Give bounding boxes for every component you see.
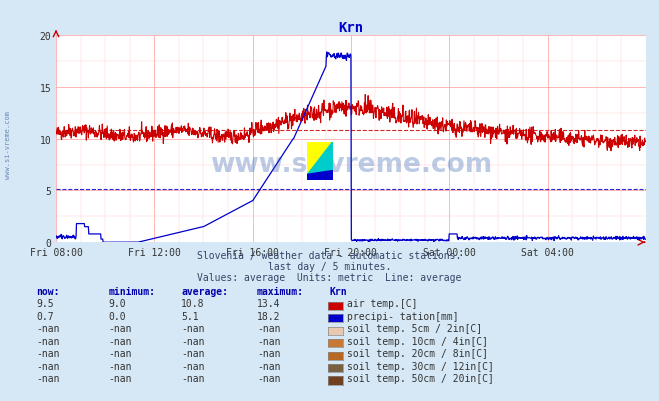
Text: -nan: -nan [257, 373, 281, 383]
Text: -nan: -nan [109, 336, 132, 346]
Text: -nan: -nan [109, 348, 132, 358]
Text: soil temp. 10cm / 4in[C]: soil temp. 10cm / 4in[C] [347, 336, 488, 346]
Text: 5.1: 5.1 [181, 311, 199, 321]
Text: precipi- tation[mm]: precipi- tation[mm] [347, 311, 458, 321]
Text: -nan: -nan [36, 324, 60, 334]
Text: soil temp. 5cm / 2in[C]: soil temp. 5cm / 2in[C] [347, 324, 482, 334]
Text: -nan: -nan [257, 336, 281, 346]
Polygon shape [308, 171, 333, 180]
Title: Krn: Krn [338, 21, 364, 35]
Text: Slovenia / weather data - automatic stations.: Slovenia / weather data - automatic stat… [197, 251, 462, 261]
Text: air temp.[C]: air temp.[C] [347, 299, 417, 309]
Text: 10.8: 10.8 [181, 299, 205, 309]
Text: -nan: -nan [181, 373, 205, 383]
Text: 0.7: 0.7 [36, 311, 54, 321]
Text: -nan: -nan [181, 348, 205, 358]
Text: Krn: Krn [330, 287, 347, 297]
Text: now:: now: [36, 287, 60, 297]
Text: www.si-vreme.com: www.si-vreme.com [210, 151, 492, 177]
Text: -nan: -nan [257, 348, 281, 358]
Text: -nan: -nan [109, 324, 132, 334]
Polygon shape [308, 143, 333, 175]
Text: -nan: -nan [257, 324, 281, 334]
Text: soil temp. 50cm / 20in[C]: soil temp. 50cm / 20in[C] [347, 373, 494, 383]
Text: -nan: -nan [36, 336, 60, 346]
Text: soil temp. 20cm / 8in[C]: soil temp. 20cm / 8in[C] [347, 348, 488, 358]
Text: 13.4: 13.4 [257, 299, 281, 309]
Text: -nan: -nan [36, 361, 60, 371]
Text: 9.5: 9.5 [36, 299, 54, 309]
Text: -nan: -nan [181, 361, 205, 371]
Text: -nan: -nan [109, 373, 132, 383]
Text: www.si-vreme.com: www.si-vreme.com [5, 110, 11, 178]
Text: -nan: -nan [36, 373, 60, 383]
Polygon shape [308, 143, 333, 175]
Text: -nan: -nan [181, 336, 205, 346]
Text: 18.2: 18.2 [257, 311, 281, 321]
Text: last day / 5 minutes.: last day / 5 minutes. [268, 261, 391, 271]
Text: -nan: -nan [181, 324, 205, 334]
Text: Values: average  Units: metric  Line: average: Values: average Units: metric Line: aver… [197, 272, 462, 282]
Text: minimum:: minimum: [109, 287, 156, 297]
Text: -nan: -nan [257, 361, 281, 371]
Text: maximum:: maximum: [257, 287, 304, 297]
Text: average:: average: [181, 287, 228, 297]
Text: -nan: -nan [36, 348, 60, 358]
Text: soil temp. 30cm / 12in[C]: soil temp. 30cm / 12in[C] [347, 361, 494, 371]
Text: 9.0: 9.0 [109, 299, 127, 309]
Text: 0.0: 0.0 [109, 311, 127, 321]
Text: -nan: -nan [109, 361, 132, 371]
